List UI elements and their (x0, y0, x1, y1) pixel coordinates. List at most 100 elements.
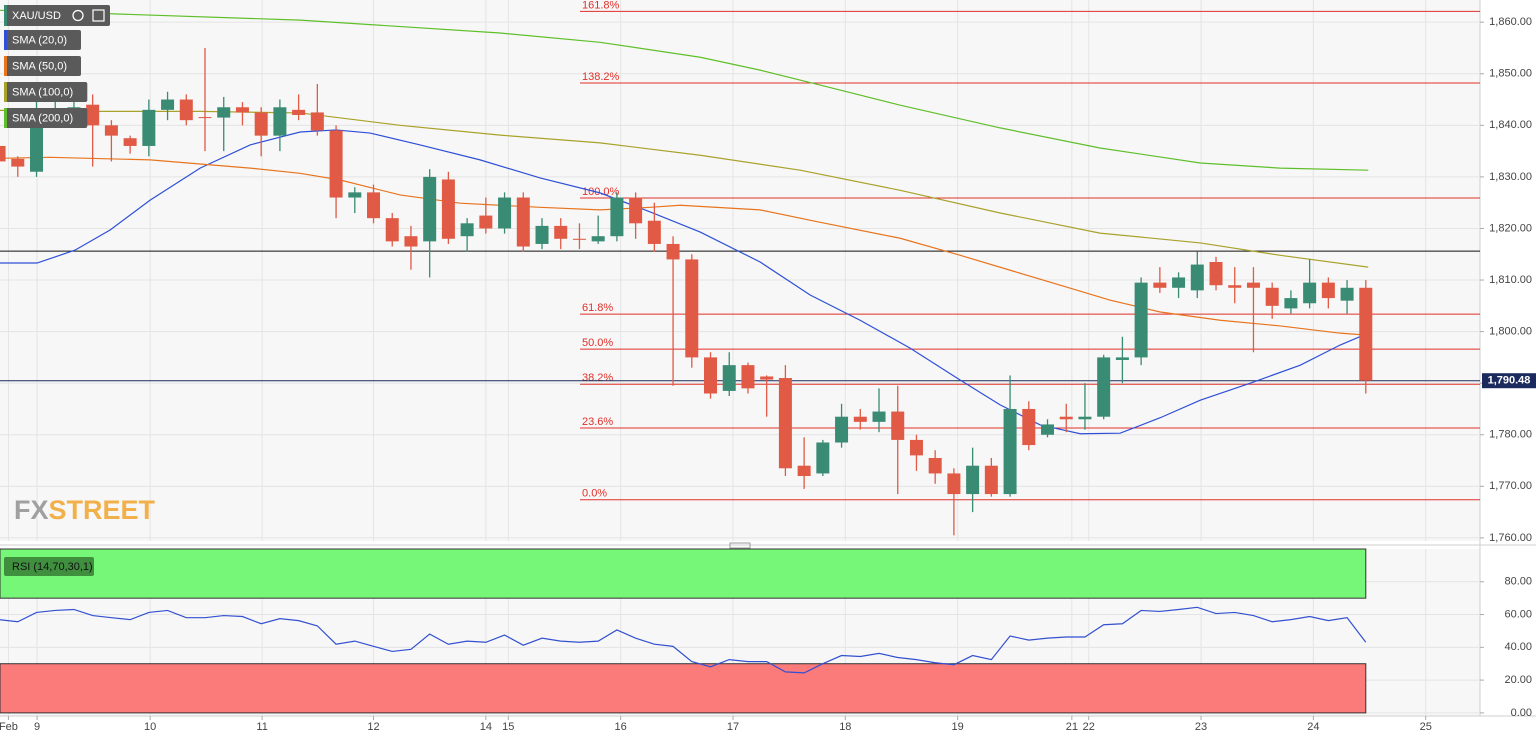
fib-level-label: 38.2% (582, 372, 613, 384)
candle-body (385, 218, 399, 242)
x-tick-label: 16 (615, 721, 627, 733)
candle-body (1265, 287, 1279, 306)
candle-body (104, 125, 118, 136)
main-plot-background (0, 0, 1480, 541)
candle-body (1115, 357, 1129, 360)
candle-body (1153, 282, 1167, 288)
candle-body (629, 197, 643, 224)
candle-body (666, 243, 680, 260)
candle-body (1190, 264, 1204, 291)
x-tick-label: 25 (1420, 721, 1432, 733)
panel-resize-handle[interactable] (729, 542, 751, 549)
candle-body (610, 197, 624, 237)
refresh-icon[interactable] (72, 9, 84, 22)
candle-body (1172, 277, 1186, 288)
candle-body (535, 225, 549, 244)
candle-body (647, 220, 661, 244)
settings-icon[interactable] (92, 9, 105, 22)
candle-body (404, 236, 418, 247)
rsi-legend-label: RSI (14,70,30,1) (12, 561, 93, 573)
x-tick-label: 21 (1066, 721, 1078, 733)
y-tick-label: 20.00 (1504, 674, 1532, 686)
candle-body (479, 215, 493, 229)
candle-body (198, 117, 212, 119)
y-tick-label: 60.00 (1504, 608, 1532, 620)
legend-box[interactable] (4, 30, 81, 50)
candle-body (179, 99, 193, 121)
candle-body (947, 473, 961, 495)
legend-label: SMA (100,0) (12, 86, 73, 98)
x-tick-label: 24 (1307, 721, 1319, 733)
legend-box[interactable] (4, 56, 81, 76)
y-tick-label: 1,780.00 (1489, 429, 1532, 441)
x-tick-label: 9 (34, 721, 40, 733)
fib-level-label: 138.2% (582, 71, 620, 83)
y-tick-label: 0.00 (1511, 707, 1532, 719)
candle-body (760, 376, 774, 380)
candle-body (891, 411, 905, 440)
x-tick-label: 12 (367, 721, 379, 733)
candle-body (329, 130, 343, 198)
rsi-band (0, 548, 1367, 599)
candle-body (441, 179, 455, 239)
fib-level-label: 0.0% (582, 488, 607, 500)
symbol-marker (4, 5, 7, 26)
fib-level-label: 161.8% (582, 0, 620, 11)
y-tick-label: 1,830.00 (1489, 171, 1532, 183)
candle-body (853, 416, 867, 422)
candle-body (1359, 287, 1373, 381)
sma-line (0, 156, 1369, 336)
candle-body (1078, 416, 1092, 420)
y-tick-label: 1,850.00 (1489, 68, 1532, 80)
candle-body (273, 107, 287, 136)
candle-body (741, 365, 755, 389)
candle-body (1059, 416, 1073, 420)
candle-body (86, 104, 100, 126)
candle-body (1134, 282, 1148, 358)
y-tick-label: 1,810.00 (1489, 274, 1532, 286)
last-price-label: 1,790.48 (1488, 375, 1531, 387)
legend-swatch (4, 82, 7, 102)
candle-body (591, 236, 605, 242)
legend-layer: XAU/USD 1,790.48 SMA (20,0) SMA (50,0) SMA … (4, 5, 1536, 576)
fib-level-label: 23.6% (582, 416, 613, 428)
x-tick-label: 10 (144, 721, 156, 733)
x-tick-label: 14 (480, 721, 492, 733)
candle-body (704, 357, 718, 394)
fib-level-label: 50.0% (582, 337, 613, 349)
y-tick-label: 1,760.00 (1489, 532, 1532, 544)
legend-swatch (4, 56, 7, 76)
legend-label: SMA (200,0) (12, 112, 73, 124)
candle-body (872, 411, 886, 422)
y-tick-label: 80.00 (1504, 576, 1532, 588)
candle-body (217, 107, 231, 118)
y-tick-label: 1,860.00 (1489, 16, 1532, 28)
symbol-box[interactable] (4, 5, 110, 26)
candle-body (1246, 282, 1260, 288)
candle-body (835, 416, 849, 443)
candle-body (142, 109, 156, 146)
legend-box[interactable] (4, 82, 88, 102)
candle-body (572, 238, 586, 240)
fib-level-label: 100.0% (582, 186, 620, 198)
rsi-legend-box[interactable] (4, 557, 94, 576)
x-tick-label: 23 (1195, 721, 1207, 733)
legend-label: SMA (20,0) (12, 34, 67, 46)
candle-body (966, 465, 980, 495)
y-tick-label: 1,800.00 (1489, 326, 1532, 338)
candle-body (292, 109, 306, 116)
watermark-fx: FX (14, 495, 49, 525)
y-tick-label: 1,840.00 (1489, 119, 1532, 131)
sma-line (0, 9, 1369, 171)
sma-line (0, 109, 1369, 268)
candle-body (235, 107, 249, 113)
x-tick-label: 17 (727, 721, 739, 733)
candle-body (423, 176, 437, 242)
candle-body (1041, 424, 1055, 435)
candle-body (1097, 357, 1111, 417)
x-tick-label: Feb (0, 721, 18, 733)
candle-body (685, 259, 699, 358)
candle-body (1003, 408, 1017, 495)
legend-box[interactable] (4, 108, 88, 128)
